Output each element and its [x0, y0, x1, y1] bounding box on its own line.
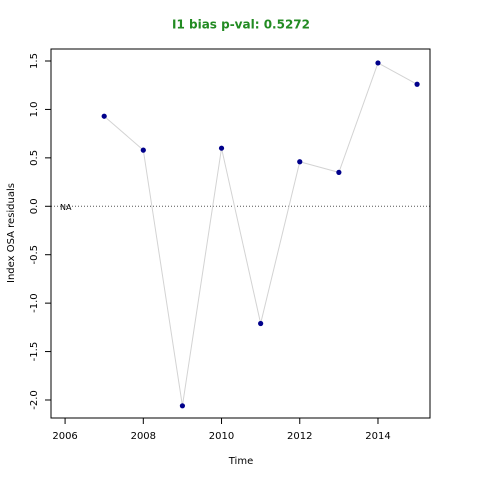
- point: [375, 60, 381, 66]
- x-tick-label: 2014: [365, 431, 390, 442]
- y-tick-label: -1.0: [29, 293, 40, 313]
- x-tick-label: 2008: [131, 431, 156, 442]
- y-tick-label: -2.0: [29, 390, 40, 410]
- point: [101, 113, 107, 119]
- y-axis-label: Index OSA residuals: [6, 183, 17, 283]
- y-tick-label: -0.5: [29, 245, 40, 265]
- point: [258, 320, 264, 327]
- x-tick-label: 2012: [287, 431, 312, 442]
- point: [179, 403, 186, 409]
- point: [414, 81, 420, 87]
- y-tick-label: -1.5: [29, 342, 40, 362]
- x-axis-label: Time: [228, 456, 253, 467]
- y-tick-label: 1.0: [29, 101, 40, 117]
- point: [297, 159, 303, 165]
- x-tick-label: 2006: [52, 431, 77, 442]
- y-tick-label: 0.0: [29, 198, 40, 214]
- y-tick-label: 1.5: [29, 53, 40, 69]
- point: [336, 169, 342, 175]
- y-tick-label: 0.5: [29, 150, 40, 166]
- point: [218, 145, 225, 151]
- point: [140, 147, 146, 153]
- x-tick-label: 2010: [209, 431, 234, 442]
- plot-frame: [50, 48, 431, 419]
- annotation: NA: [60, 203, 72, 212]
- chart-title: I1 bias p-val: 0.5272: [172, 18, 310, 32]
